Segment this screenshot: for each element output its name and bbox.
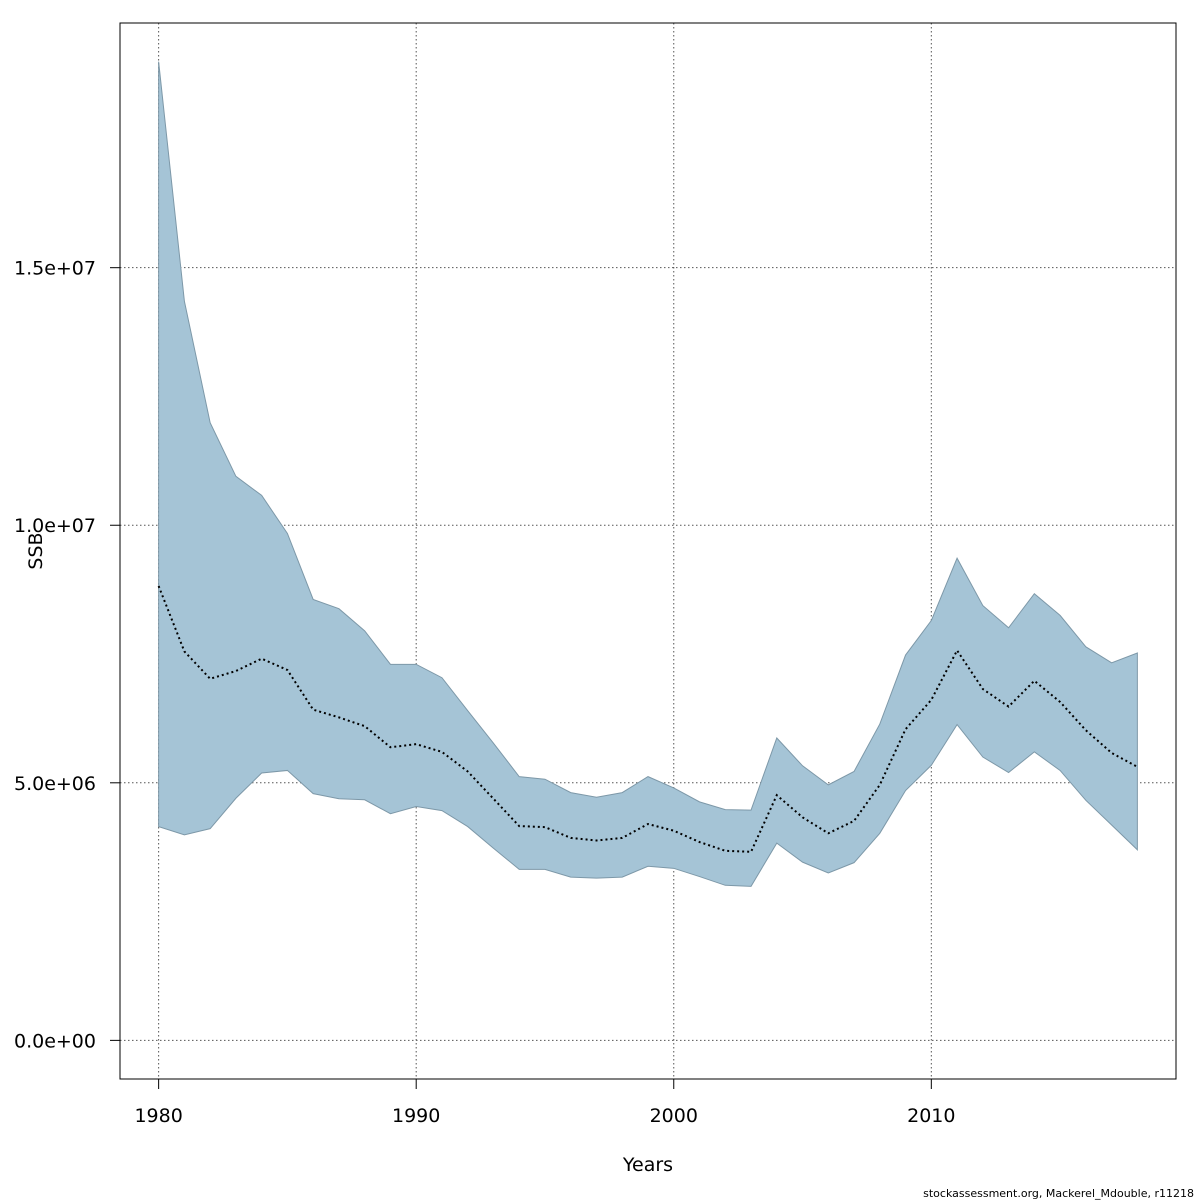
ssb-median-line xyxy=(157,585,1138,853)
x-tick-label: 1990 xyxy=(392,1105,440,1127)
confidence-band xyxy=(158,61,1138,887)
x-tick-label: 2000 xyxy=(650,1105,698,1127)
y-tick-label: 5.0e+06 xyxy=(14,773,96,795)
x-tick-label: 2010 xyxy=(907,1105,955,1127)
footer-credit: stockassessment.org, Mackerel_Mdouble, r… xyxy=(923,1187,1194,1200)
plot-frame xyxy=(119,22,1177,1080)
y-tick-label: 0.0e+00 xyxy=(14,1030,96,1052)
x-axis: 1980 1990 2000 2010 xyxy=(134,1079,955,1127)
y-axis-title: SSB xyxy=(25,532,47,569)
y-tick-label: 1.5e+07 xyxy=(14,258,96,280)
x-tick-label: 1980 xyxy=(134,1105,182,1127)
x-axis-title: Years xyxy=(622,1154,673,1176)
y-tick-label: 1.0e+07 xyxy=(14,515,96,537)
y-axis: 0.0e+00 5.0e+06 1.0e+07 1.5e+07 xyxy=(14,258,120,1052)
